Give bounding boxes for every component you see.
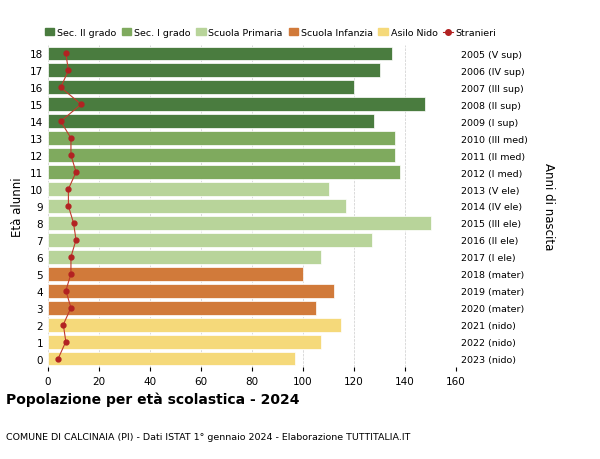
Bar xyxy=(48,301,316,315)
Bar xyxy=(48,47,392,62)
Text: Popolazione per età scolastica - 2024: Popolazione per età scolastica - 2024 xyxy=(6,392,299,406)
Bar xyxy=(48,81,354,95)
Bar xyxy=(48,166,400,179)
Y-axis label: Età alunni: Età alunni xyxy=(11,177,25,236)
Bar xyxy=(48,200,346,213)
Bar xyxy=(48,183,329,196)
Bar xyxy=(48,267,303,281)
Bar xyxy=(48,149,395,163)
Y-axis label: Anni di nascita: Anni di nascita xyxy=(542,163,554,250)
Bar xyxy=(48,98,425,112)
Legend: Sec. II grado, Sec. I grado, Scuola Primaria, Scuola Infanzia, Asilo Nido, Stran: Sec. II grado, Sec. I grado, Scuola Prim… xyxy=(44,29,496,38)
Bar xyxy=(48,352,295,366)
Bar xyxy=(48,132,395,146)
Bar xyxy=(48,250,321,264)
Bar xyxy=(48,115,374,129)
Bar xyxy=(48,217,431,230)
Bar xyxy=(48,284,334,298)
Bar xyxy=(48,234,372,247)
Bar xyxy=(48,335,321,349)
Bar xyxy=(48,318,341,332)
Bar xyxy=(48,64,380,78)
Text: COMUNE DI CALCINAIA (PI) - Dati ISTAT 1° gennaio 2024 - Elaborazione TUTTITALIA.: COMUNE DI CALCINAIA (PI) - Dati ISTAT 1°… xyxy=(6,431,410,441)
